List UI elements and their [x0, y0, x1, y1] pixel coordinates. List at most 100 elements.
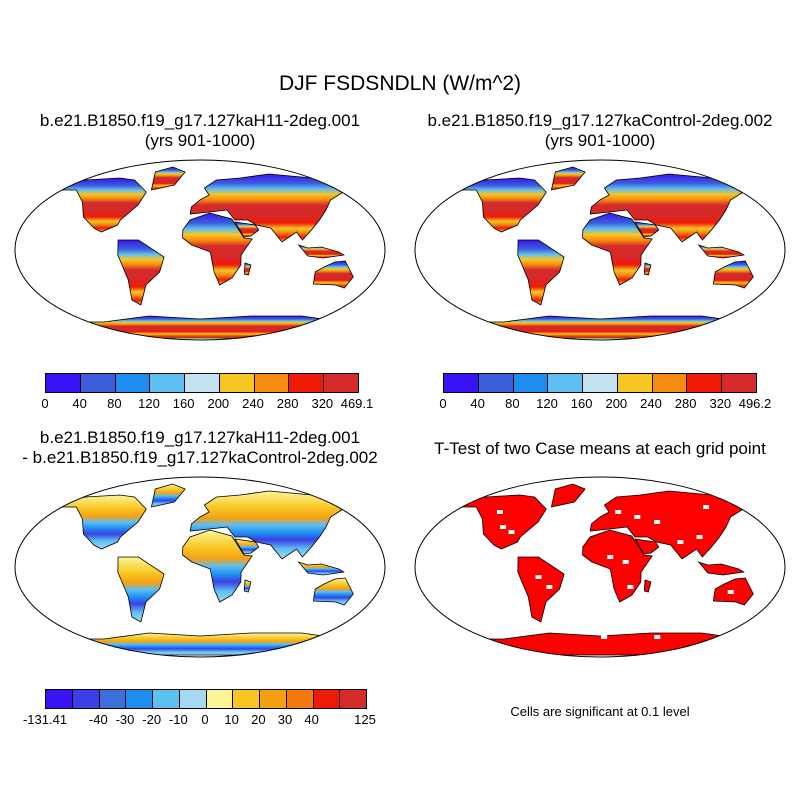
nonsignificant-cell: [654, 520, 661, 524]
map-outline: [14, 476, 386, 658]
colorbar-swatch: [583, 374, 618, 392]
case1-title: b.e21.B1850.f19_g17.127kaH11-2deg.001 (y…: [0, 111, 400, 151]
colorbar-swatch: [46, 374, 81, 392]
land-greenland: [150, 483, 186, 508]
colorbar-swatch: [219, 374, 255, 392]
colorbar-swatch: [617, 374, 653, 392]
colorbar-swatch: [513, 374, 549, 392]
land-indonesia: [297, 244, 345, 259]
ttest-title-line1: T-Test of two Case means at each grid po…: [434, 439, 766, 458]
land-eurasia: [589, 173, 744, 243]
significance-note: Cells are significant at 0.1 level: [510, 704, 690, 719]
land-australia: [312, 260, 354, 289]
land-africa: [582, 529, 653, 603]
colorbar-swatch: [179, 690, 207, 708]
case1-title-line2: (yrs 901-1000): [144, 131, 256, 150]
colorbar-label: -30: [115, 712, 135, 727]
colorbar-swatch: [185, 374, 220, 392]
colorbar-swatch: [254, 374, 290, 392]
colorbar-swatch: [444, 374, 479, 392]
colorbar-label: 240: [242, 396, 264, 411]
land-africa: [582, 212, 653, 286]
land-eurasia: [189, 173, 344, 243]
land-northAmerica: [53, 177, 147, 233]
case2-title-line2: (yrs 901-1000): [544, 131, 656, 150]
nonsignificant-cell: [627, 585, 634, 589]
land-arabia: [234, 221, 260, 238]
land-indonesia: [297, 561, 345, 576]
colorbar-label: 40: [470, 396, 485, 411]
colorbar-label: 80: [505, 396, 520, 411]
colorbar-swatch: [340, 690, 366, 708]
colorbar-swatch: [289, 374, 325, 392]
land-africa: [182, 212, 253, 286]
case2-title: b.e21.B1850.f19_g17.127kaControl-2deg.00…: [400, 111, 800, 151]
page-title: DJF FSDSNDLN (W/m^2): [278, 72, 521, 95]
land-indonesia: [697, 561, 745, 576]
case1-colorbar: [45, 373, 359, 393]
nonsignificant-cell: [496, 510, 503, 514]
colorbar-label: 10: [224, 712, 239, 727]
colorbar-swatch: [126, 690, 153, 708]
land-africa: [182, 529, 253, 603]
colorbar-label: 0: [439, 396, 447, 411]
colorbar-label: 320: [311, 396, 334, 411]
case2-colorbar-labels: 0 40 80 120 160 200 240 280 320 496.2: [439, 396, 771, 412]
colorbar-swatch: [478, 374, 514, 392]
land-southAmerica: [517, 239, 565, 306]
land-australia: [712, 260, 754, 289]
colorbar-label: 496.2: [738, 396, 772, 411]
case1-map: [14, 159, 386, 341]
diff-title: b.e21.B1850.f19_g17.127kaH11-2deg.001 - …: [0, 428, 400, 468]
land-arabia: [234, 538, 260, 555]
colorbar-label: 0: [41, 396, 49, 411]
colorbar-swatch: [233, 690, 260, 708]
diff-colorbar-labels: -131.41 -40 -30 -20 -10 0 10 20 30 40 125: [23, 712, 376, 728]
ttest-map: [414, 476, 786, 658]
colorbar-swatch: [548, 374, 584, 392]
nonsignificant-cell: [535, 575, 542, 579]
colorbar-label: 0: [201, 712, 209, 727]
land-madagascar: [243, 579, 252, 593]
nonsignificant-cell: [601, 635, 608, 639]
land-southAmerica: [117, 239, 165, 306]
colorbar-label: 40: [304, 712, 319, 727]
colorbar-label: 280: [674, 396, 697, 411]
colorbar-label: 200: [605, 396, 628, 411]
colorbar-swatch: [80, 374, 116, 392]
nonsignificant-cell: [634, 515, 641, 519]
case1-colorbar-labels: 0 40 80 120 160 200 240 280 320 469.1: [41, 396, 373, 412]
land-madagascar: [243, 262, 252, 276]
land-northAmerica: [53, 494, 147, 550]
colorbar-label: 240: [640, 396, 662, 411]
land-arabia: [634, 221, 660, 238]
colorbar-label: 200: [207, 396, 230, 411]
nonsignificant-cell: [546, 585, 553, 589]
colorbar-label: 120: [536, 396, 558, 411]
colorbar-swatch: [115, 374, 151, 392]
colorbar-swatch: [313, 690, 341, 708]
nonsignificant-cell: [677, 540, 684, 544]
colorbar-swatch: [687, 374, 723, 392]
nonsignificant-cell: [615, 510, 622, 514]
nonsignificant-cell: [607, 555, 614, 559]
colorbar-swatch: [652, 374, 688, 392]
land-arabia: [634, 538, 660, 555]
colorbar-swatch: [206, 690, 234, 708]
colorbar-swatch: [324, 374, 359, 392]
land-eurasia: [189, 490, 344, 560]
land-madagascar: [643, 262, 652, 276]
land-greenland: [550, 166, 586, 191]
land-northAmerica: [453, 177, 547, 233]
colorbar-label: 30: [277, 712, 293, 727]
colorbar-label: 320: [709, 396, 732, 411]
map-outline: [14, 159, 386, 341]
diff-colorbar: [45, 689, 367, 709]
land-southAmerica: [117, 556, 165, 623]
case2-colorbar: [443, 373, 757, 393]
colorbar-label: 280: [276, 396, 299, 411]
land-indonesia: [697, 244, 745, 259]
map-outline: [414, 159, 786, 341]
land-greenland: [550, 483, 586, 508]
nonsignificant-cell: [654, 635, 661, 639]
